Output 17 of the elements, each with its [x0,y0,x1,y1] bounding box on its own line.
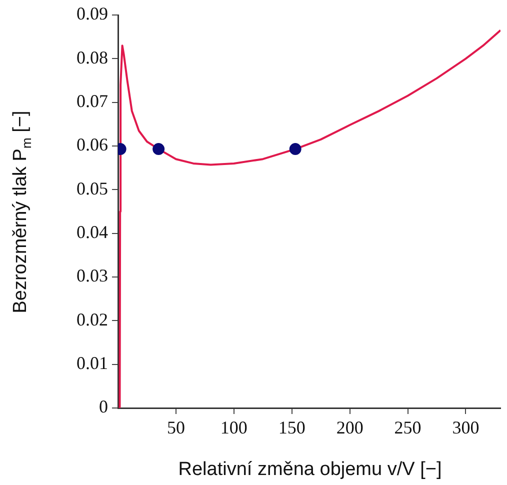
y-tick-label: 0.05 [76,178,108,198]
y-tick-label: 0.07 [76,91,108,112]
y-tick-label: 0.06 [76,134,108,155]
y-tick-label: 0 [99,396,108,417]
y-tick-label: 0.02 [76,309,108,330]
x-tick-label: 200 [336,418,364,438]
y-tick-label: 0.09 [76,4,108,24]
x-tick-label: 300 [452,418,480,438]
y-tick-label: 0.03 [76,266,108,286]
y-tick-label: 0.04 [76,222,108,242]
y-tick-label: 0.08 [76,47,108,68]
x-tick-label: 250 [394,418,422,438]
x-axis-title: Relativní změna objemu v/V [−] [178,459,442,481]
x-tick-label: 50 [166,418,185,438]
y-tick-label: 0.01 [76,353,108,374]
x-tick-label: 100 [220,418,248,438]
x-tick-label: 150 [278,418,306,438]
